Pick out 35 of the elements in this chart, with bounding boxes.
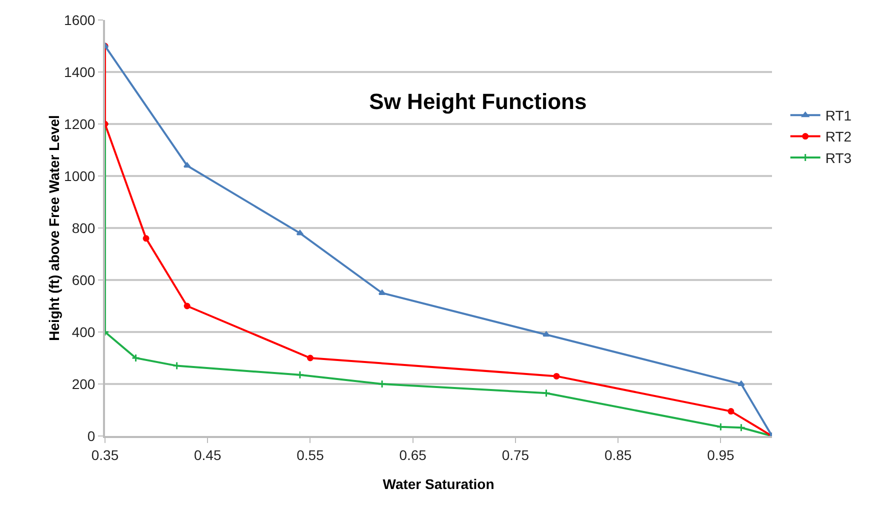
x-tick-label: 0.55 [296,446,324,463]
y-tick-label: 800 [72,220,96,236]
point [296,370,304,380]
x-tick-label: 0.35 [91,446,119,463]
text: Sw Height Functions [369,88,587,114]
legend-label: RT3 [825,150,852,166]
y-tick-label: 0 [87,428,96,444]
y-axis-title: Height (ft) above Free Water Level [46,115,62,341]
point [542,388,550,398]
x-axis-title: Water Saturation [382,476,494,492]
point [296,230,304,236]
x-tick-label: 0.85 [604,446,632,463]
y-tick-label: 600 [72,272,96,288]
legend-label: RT2 [825,128,852,145]
point [738,380,745,386]
point [142,235,150,242]
y-tick-label: 400 [72,324,96,340]
point [553,372,560,380]
y-tick-label: 1600 [64,12,96,28]
point [132,354,140,362]
point [306,354,314,362]
y-tick-label: 200 [72,376,96,392]
point [728,408,734,415]
x-tick-label: 0.65 [399,446,427,463]
y-tick-label: 1200 [64,116,96,132]
x-tick-label: 0.95 [707,446,735,463]
point [184,302,190,310]
y-tick-label: 1400 [64,64,96,80]
y-tick-label: 1000 [64,168,96,184]
legend-label: RT1 [825,108,852,124]
x-tick-label: 0.75 [502,446,530,463]
point [542,331,550,337]
point [183,162,191,168]
x-tick-label: 0.45 [194,446,222,463]
point [378,380,386,388]
